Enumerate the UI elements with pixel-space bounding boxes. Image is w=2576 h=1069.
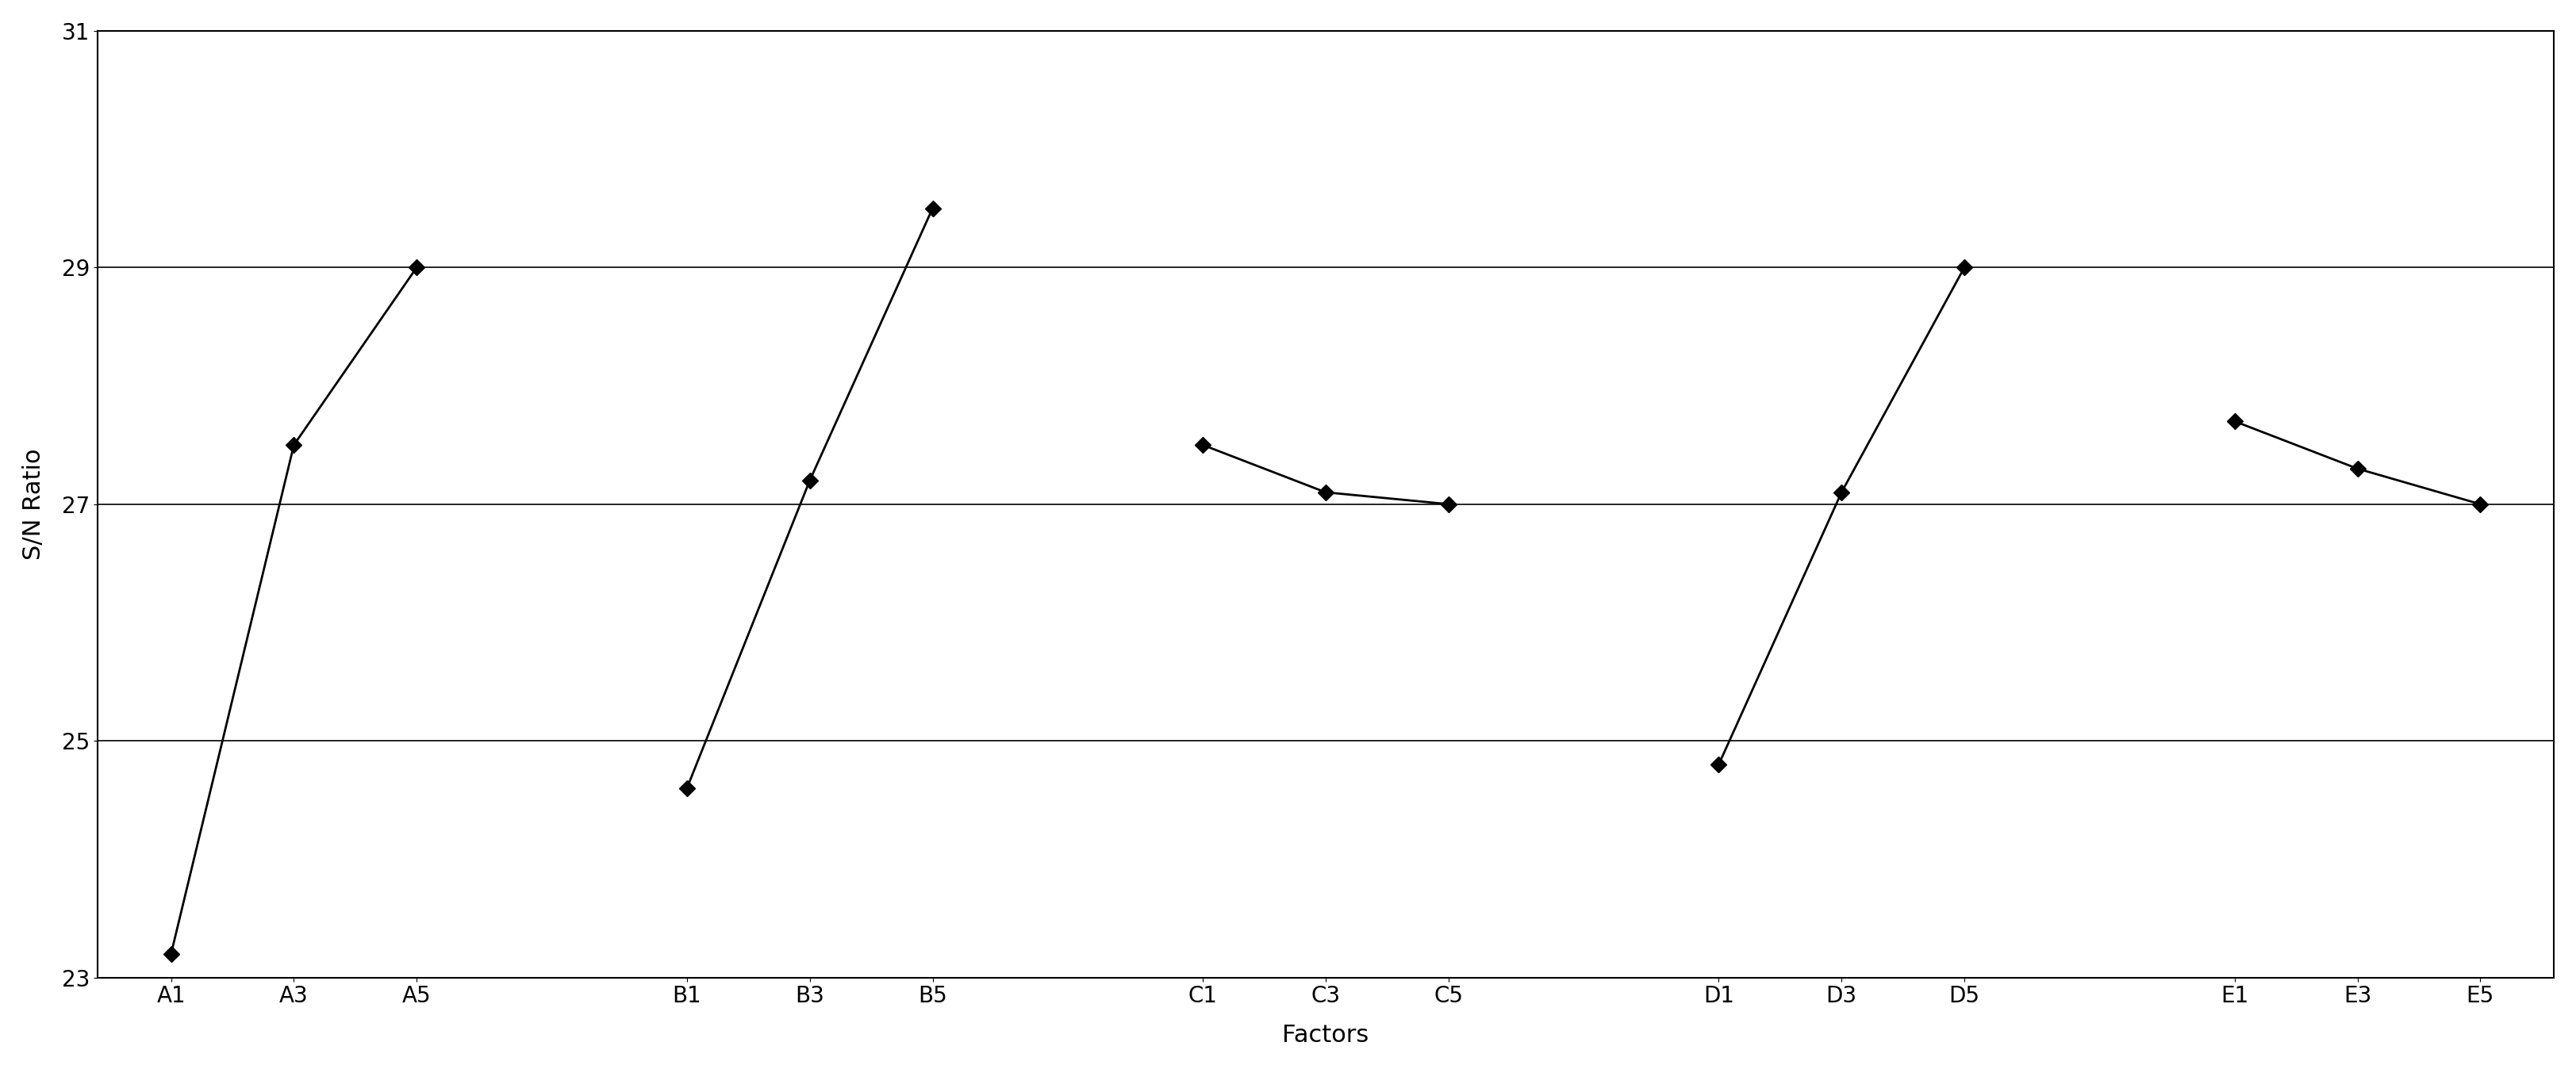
- Y-axis label: S/N Ratio: S/N Ratio: [23, 448, 44, 560]
- X-axis label: Factors: Factors: [1283, 1024, 1368, 1047]
